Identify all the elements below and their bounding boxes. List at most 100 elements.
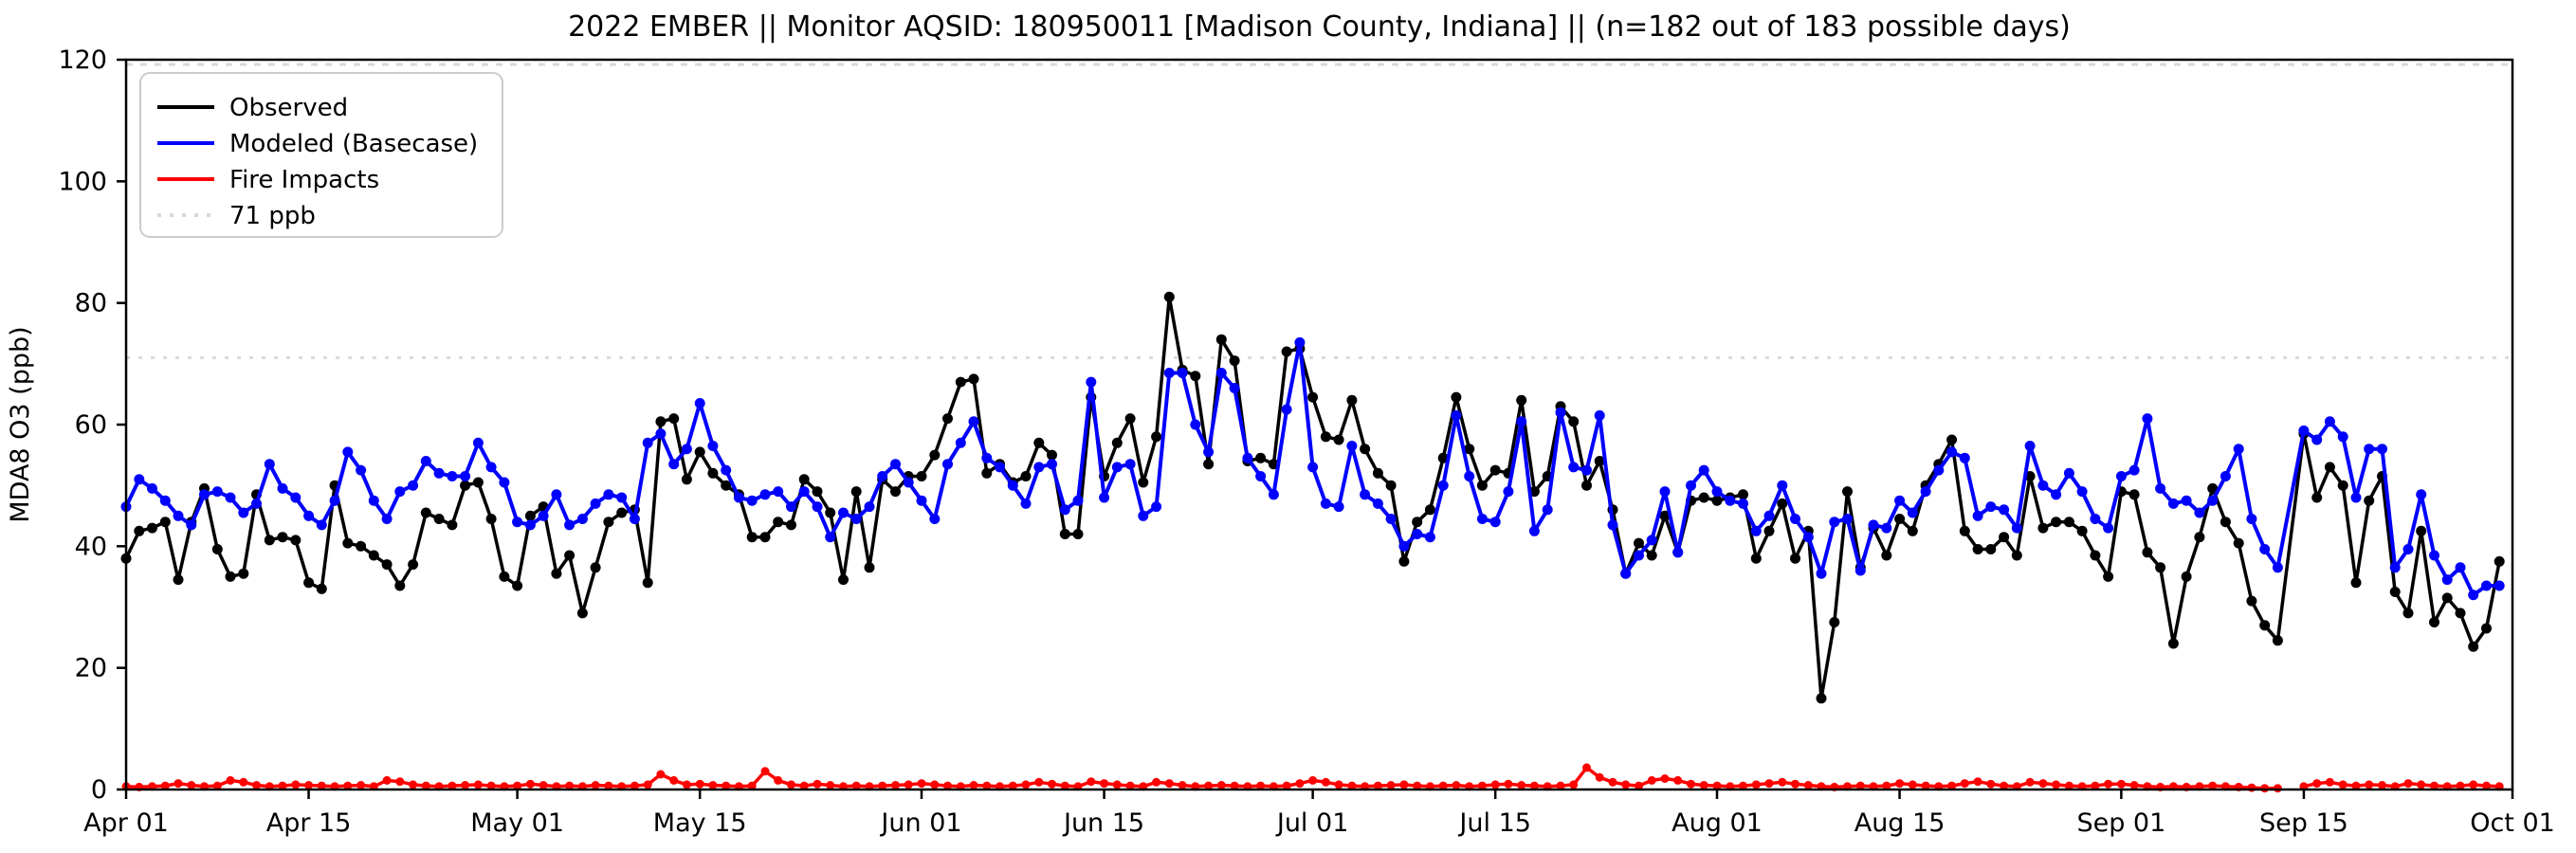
data-point <box>1646 550 1657 561</box>
data-point <box>2364 444 2375 455</box>
data-point <box>394 580 406 591</box>
data-point <box>1151 501 1162 513</box>
data-point <box>291 780 301 789</box>
data-point <box>1294 336 1306 348</box>
data-point <box>1386 781 1396 789</box>
data-point <box>1999 504 2010 516</box>
series-observed <box>120 291 2505 704</box>
data-point <box>2155 482 2166 494</box>
data-point <box>1072 529 1084 539</box>
data-point <box>147 522 157 534</box>
data-point <box>1333 434 1344 445</box>
data-point <box>512 580 523 591</box>
data-point <box>2063 517 2074 528</box>
data-point <box>485 514 497 524</box>
data-point <box>2417 780 2426 789</box>
data-point <box>1868 519 1879 531</box>
data-point <box>877 471 888 481</box>
data-point <box>1072 495 1084 506</box>
data-point <box>2350 492 2362 503</box>
data-point <box>381 559 393 571</box>
data-point <box>2038 779 2048 789</box>
data-point <box>1464 444 1475 455</box>
data-point <box>1178 781 1187 789</box>
data-point <box>1308 775 1318 785</box>
data-point <box>1738 498 1748 509</box>
y-tick-label: 40 <box>75 532 107 561</box>
data-point <box>316 519 327 531</box>
data-point <box>2311 492 2323 503</box>
data-point <box>1947 781 1957 790</box>
data-point <box>850 486 862 498</box>
data-point <box>1177 368 1188 378</box>
data-point <box>499 477 510 488</box>
data-point <box>238 568 249 579</box>
data-point <box>774 775 783 785</box>
data-point <box>1895 779 1905 789</box>
data-point <box>1660 774 1670 783</box>
data-point <box>2324 416 2335 427</box>
data-point <box>1985 544 1997 554</box>
data-point <box>264 459 275 470</box>
data-point <box>317 781 326 790</box>
data-point <box>394 486 406 498</box>
data-point <box>252 781 261 789</box>
legend-label: 71 ppb <box>229 202 316 230</box>
data-point <box>1477 781 1487 790</box>
data-point <box>290 492 301 503</box>
data-point <box>1634 537 1644 549</box>
data-point <box>1164 779 1174 789</box>
data-point <box>1451 409 1462 421</box>
data-point <box>2389 587 2401 597</box>
data-point <box>2000 781 2009 790</box>
data-point <box>382 775 392 785</box>
data-point <box>1763 525 1775 536</box>
data-point <box>538 510 549 521</box>
data-point <box>1790 514 1800 524</box>
x-tick-label: May 01 <box>470 808 564 838</box>
legend-label: Observed <box>229 94 348 122</box>
data-point <box>2259 620 2271 631</box>
data-point <box>2324 462 2335 473</box>
data-point <box>760 767 770 776</box>
data-point <box>995 462 1005 473</box>
data-point <box>1373 781 1382 790</box>
x-tick-label: Apr 01 <box>83 808 169 838</box>
data-point <box>642 437 653 448</box>
data-point <box>1711 495 1723 506</box>
data-point <box>603 489 614 500</box>
data-point <box>2064 781 2074 790</box>
data-point <box>682 780 691 789</box>
data-point <box>1163 368 1175 378</box>
data-point <box>1986 779 1996 789</box>
data-point <box>812 486 823 498</box>
data-point <box>1490 780 1500 789</box>
data-point <box>565 781 575 790</box>
data-point <box>759 532 771 543</box>
data-point <box>2311 434 2323 445</box>
data-point <box>2272 562 2283 573</box>
data-point <box>1256 781 1266 790</box>
data-point <box>564 550 575 561</box>
data-point <box>1764 779 1774 789</box>
data-point <box>1659 486 1671 498</box>
data-point <box>2194 532 2205 543</box>
data-point <box>1829 517 1840 528</box>
data-point <box>773 486 784 498</box>
data-point <box>655 428 667 440</box>
data-point <box>2011 522 2022 534</box>
data-point <box>603 517 614 528</box>
data-point <box>1802 532 1814 543</box>
data-point <box>1346 441 1358 451</box>
data-point <box>2430 781 2439 790</box>
data-point <box>1973 777 1982 787</box>
data-point <box>1087 777 1096 787</box>
data-point <box>1008 781 1017 790</box>
data-point <box>1138 477 1149 488</box>
data-point <box>969 781 978 789</box>
data-point <box>2456 781 2465 790</box>
data-point <box>551 489 562 500</box>
data-point <box>239 777 248 787</box>
data-point <box>2076 486 2088 498</box>
data-point <box>447 519 458 531</box>
